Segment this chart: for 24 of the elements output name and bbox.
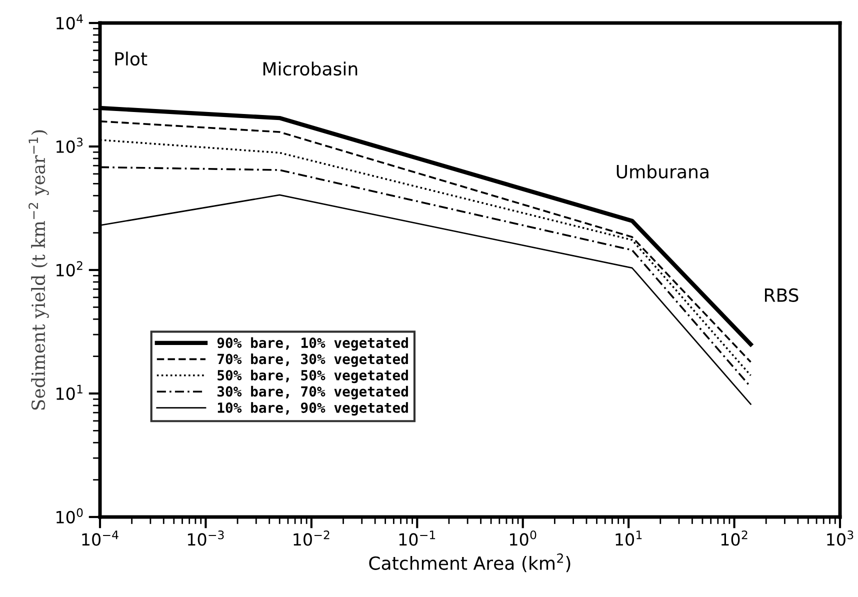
x-tick-label: 10$^{1}$ — [616, 530, 642, 546]
x-tick-label: 10$^{3}$ — [827, 530, 854, 546]
y-tick-label: 10$^{4}$ — [56, 14, 83, 30]
annotation: Microbasin — [263, 62, 358, 76]
x-tick-label: 10$^{−1}$ — [399, 530, 436, 546]
y-tick-label: 10$^{3}$ — [56, 138, 83, 153]
legend-label: 70% bare, 30% vegetated — [218, 353, 408, 367]
legend-label: 30% bare, 70% vegetated — [217, 386, 408, 400]
y-tick-label: 10$^{1}$ — [56, 384, 82, 400]
legend-label: 50% bare, 50% vegetated — [218, 370, 408, 384]
legend-label: 10% bare, 90% vegetated — [218, 402, 408, 416]
y-tick-label: 10$^{0}$ — [56, 508, 83, 524]
y-tick-label: 10$^{2}$ — [56, 261, 82, 276]
y-axis-title: Sediment yield (t km$^{−2}$ year$^{−1}$) — [28, 130, 49, 410]
annotation: Umburana — [616, 164, 708, 178]
x-tick-label: 10$^{−4}$ — [82, 530, 118, 546]
x-tick-label: 10$^{−2}$ — [294, 530, 330, 546]
x-tick-label: 10$^{−3}$ — [188, 530, 224, 546]
x-axis-title: Catchment Area (km$^{2}$) — [369, 553, 570, 572]
annotation: RBS — [764, 288, 798, 302]
x-tick-label: 10$^{2}$ — [721, 530, 748, 546]
annotation: Plot — [115, 52, 148, 66]
legend-label: 90% bare, 10% vegetated — [217, 337, 408, 351]
x-tick-label: 10$^{0}$ — [510, 530, 536, 546]
